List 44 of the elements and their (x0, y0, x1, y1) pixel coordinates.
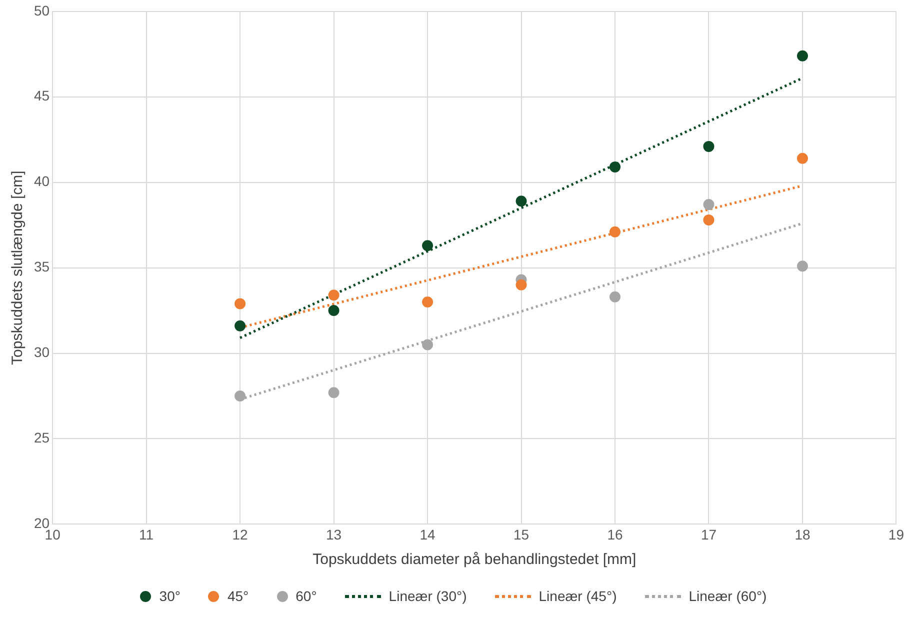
y-tick-label: 30 (34, 344, 50, 360)
point (703, 214, 714, 226)
point (610, 291, 620, 302)
x-tick-label: 18 (794, 526, 810, 542)
legend-label: 30° (159, 588, 180, 604)
x-tick-label: 19 (888, 526, 904, 542)
x-tick-label: 13 (326, 526, 342, 542)
point (796, 50, 808, 62)
point (234, 390, 246, 402)
point (516, 279, 527, 290)
x-tick-label: 15 (513, 526, 530, 542)
legend-label: 45° (227, 588, 249, 604)
x-tick-label: 11 (139, 526, 154, 542)
legend-label: Lineær (60°) (688, 588, 767, 604)
point (234, 320, 246, 332)
legend-label: Lineær (30°) (388, 588, 467, 604)
x-axis-title: Topskuddets diameter på behandlingstedet [mm] (312, 551, 636, 568)
point (328, 387, 340, 398)
y-axis-title: Topskuddets slutlængde [cm] (9, 170, 26, 365)
x-tick-label: 17 (700, 526, 717, 542)
point (703, 140, 714, 152)
point (796, 260, 808, 272)
y-tick-label: 35 (34, 258, 50, 275)
point (796, 152, 808, 164)
point (422, 240, 434, 252)
point (610, 226, 620, 238)
legend-label: 60° (296, 588, 317, 604)
x-tick-label: 16 (607, 526, 623, 542)
legend-label: Lineær (45°) (538, 588, 617, 604)
y-tick-label: 45 (34, 88, 50, 104)
y-tick-label: 20 (34, 515, 50, 532)
y-tick-label: 25 (34, 430, 50, 446)
point (610, 161, 620, 172)
x-tick-label: 14 (420, 526, 436, 542)
point (234, 298, 246, 310)
point (328, 290, 340, 301)
point (516, 196, 527, 207)
y-tick-label: 50 (34, 2, 50, 18)
point (703, 199, 714, 210)
point (422, 296, 434, 308)
y-tick-label: 40 (34, 173, 50, 190)
point (422, 339, 434, 350)
x-tick-label: 12 (232, 526, 248, 542)
point (328, 305, 340, 316)
